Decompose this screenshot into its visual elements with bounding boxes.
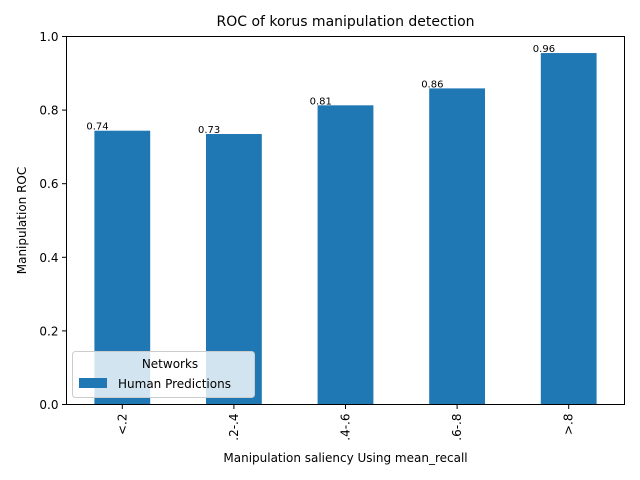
y-tick-label: 0.2 [39, 324, 58, 338]
legend-title: Networks [142, 357, 198, 371]
bar [317, 105, 374, 405]
data-labels-layer: 0.74 0.73 0.81 0.86 0.96 [86, 44, 555, 136]
x-tick-label: .2-.4 [227, 414, 241, 441]
y-tick-label: 1.0 [39, 30, 58, 44]
bar-data-label: 0.81 [310, 96, 332, 107]
bar-data-label: 0.73 [198, 125, 220, 136]
y-tick-label: 0.6 [39, 177, 58, 191]
chart-title: ROC of korus manipulation detection [216, 14, 474, 30]
x-tick-label: >.8 [562, 414, 576, 436]
bars-layer [94, 53, 597, 405]
bar-data-label: 0.96 [533, 44, 555, 55]
y-tick-label: 0.0 [39, 398, 58, 412]
legend: Networks Human Predictions [72, 351, 255, 398]
legend-entry-label: Human Predictions [118, 377, 231, 391]
x-axis-label: Manipulation saliency Using mean_recall [223, 451, 467, 465]
x-tick-label: .6-.8 [450, 414, 464, 441]
legend-frame [72, 351, 255, 398]
bar-data-label: 0.86 [421, 79, 443, 90]
x-tick-label: .4-.6 [339, 414, 353, 441]
y-tick-label: 0.4 [39, 251, 58, 265]
x-axis: <.2 .2-.4 .4-.6 .6-.8 >.8 [115, 404, 576, 441]
y-tick-label: 0.8 [39, 104, 58, 118]
bar [540, 53, 597, 405]
y-axis: 0.0 0.2 0.4 0.6 0.8 1.0 [39, 30, 67, 412]
x-tick-label: <.2 [115, 414, 129, 436]
legend-swatch [79, 378, 107, 388]
bar [429, 88, 485, 405]
bar-data-label: 0.74 [86, 122, 108, 133]
y-axis-label: Manipulation ROC [15, 167, 29, 275]
plot-area: 0.74 0.730.810.860.96 0.00.20.40.60.81.0 … [39, 30, 625, 441]
